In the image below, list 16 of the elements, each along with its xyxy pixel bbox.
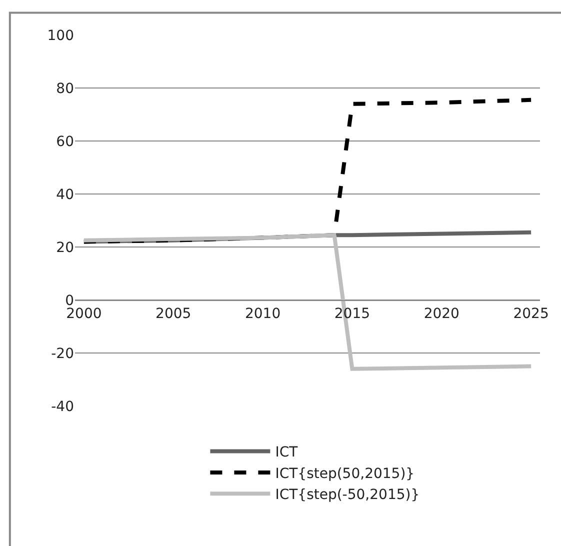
legend-label: ICT{step(-50,2015)} [275, 487, 420, 504]
x-tick-label: 2010 [244, 306, 281, 322]
y-tick-label: 60 [56, 134, 74, 150]
x-tick-label: 2025 [513, 306, 549, 322]
y-tick-label: 80 [56, 80, 74, 97]
y-tick-label: -40 [51, 398, 74, 415]
y-tick-label: -20 [51, 346, 74, 362]
y-tick-label: 20 [56, 240, 74, 256]
y-tick-label: 40 [56, 186, 74, 203]
x-tick-label: 2005 [156, 306, 192, 322]
legend-label: ICT [275, 444, 298, 461]
legend-label: ICT{step(50,2015)} [275, 466, 415, 482]
line-series [82, 98, 534, 244]
x-tick-label: 2015 [334, 306, 370, 322]
x-tick-label: 2020 [424, 306, 460, 322]
y-tick-label: 100 [47, 28, 74, 44]
